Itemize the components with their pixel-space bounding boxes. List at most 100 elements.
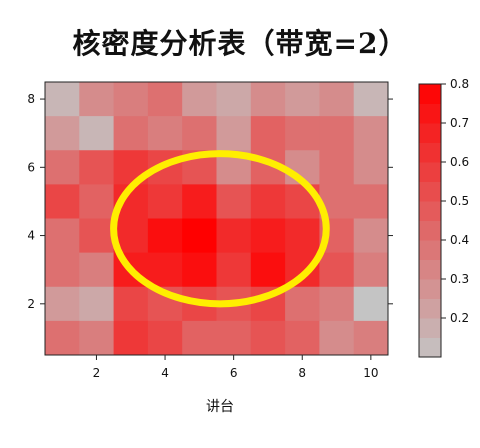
plot-frame — [44, 81, 389, 356]
heatmap-cells — [45, 82, 389, 356]
x-axis-label: 讲台 — [206, 399, 234, 415]
colorbar-swatch — [419, 298, 441, 319]
colorbar-swatch — [419, 201, 441, 221]
colorbar-swatch — [419, 240, 441, 260]
y-axis: 2 4 6 8 — [27, 92, 393, 311]
heatmap-cell — [319, 320, 355, 356]
heatmap-cell — [147, 82, 183, 117]
heatmap-cell — [353, 116, 389, 151]
heatmap-cell — [79, 184, 115, 219]
colorbar-swatch — [419, 318, 441, 338]
heatmap-cell — [250, 320, 286, 356]
heatmap-cell — [79, 150, 115, 185]
heatmap-cell — [353, 320, 389, 356]
heatmap-cell — [285, 82, 320, 117]
heatmap-cell — [353, 252, 389, 288]
heatmap-cell — [45, 82, 80, 117]
heatmap-cell — [45, 150, 80, 185]
heatmap-cell — [79, 320, 115, 356]
heatmap-cell — [182, 218, 217, 254]
colorbar-tick-label: 0.5 — [450, 194, 469, 208]
x-axis: 2 4 6 8 10 — [93, 355, 378, 380]
heatmap-cell — [285, 116, 320, 151]
heatmap-cell — [216, 252, 252, 288]
highlight-ellipse — [110, 150, 330, 308]
heatmap-cell — [250, 116, 286, 151]
heatmap-cell — [216, 320, 252, 356]
y-tick-label: 6 — [27, 160, 35, 174]
y-tick-label: 8 — [27, 92, 35, 106]
colorbar — [418, 83, 442, 358]
heatmap-cell — [147, 184, 183, 219]
heatmap-cell — [147, 320, 183, 356]
heatmap-cell — [45, 218, 80, 254]
heatmap-cell — [113, 320, 149, 356]
heatmap-cell — [113, 286, 149, 322]
y-tick-label: 2 — [27, 297, 35, 311]
heatmap-cell — [147, 116, 183, 151]
heatmap-cell — [113, 82, 149, 117]
colorbar-swatch — [419, 84, 441, 104]
heatmap-cell — [285, 286, 320, 322]
heatmap-cell — [353, 150, 389, 185]
heatmap-cell — [216, 82, 252, 117]
x-tick-label: 2 — [93, 366, 101, 380]
heatmap-cell — [79, 218, 115, 254]
heatmap-cell — [319, 116, 355, 151]
colorbar-swatch — [419, 103, 441, 124]
heatmap-cell — [250, 252, 286, 288]
x-tick-label: 10 — [363, 366, 378, 380]
colorbar-tick-label: 0.8 — [450, 77, 469, 91]
colorbar-swatch — [419, 337, 441, 358]
heatmap-cell — [182, 184, 217, 219]
heatmap-cell — [147, 252, 183, 288]
heatmap-cell — [182, 320, 217, 356]
heatmap-cell — [250, 218, 286, 254]
colorbar-swatch — [419, 279, 441, 299]
heatmap-cell — [353, 286, 389, 322]
heatmap-cell — [319, 286, 355, 322]
heatmap-cell — [45, 286, 80, 322]
heatmap-cell — [79, 286, 115, 322]
colorbar-swatch — [419, 123, 441, 143]
heatmap-cell — [182, 116, 217, 151]
colorbar-swatch — [419, 162, 441, 182]
x-tick-label: 6 — [230, 366, 238, 380]
heatmap-cell — [216, 218, 252, 254]
heatmap-cell — [113, 116, 149, 151]
heatmap-cell — [45, 184, 80, 219]
x-tick-label: 4 — [161, 366, 169, 380]
heatmap-cell — [319, 150, 355, 185]
heatmap-cell — [250, 184, 286, 219]
colorbar-axis: 0.2 0.3 0.4 0.5 0.6 0.7 0.8 — [441, 77, 469, 325]
heatmap-cell — [353, 218, 389, 254]
heatmap-cell — [147, 218, 183, 254]
colorbar-tick-label: 0.6 — [450, 155, 469, 169]
heatmap-cell — [353, 184, 389, 219]
heatmap-cell — [353, 82, 389, 117]
heatmap-cell — [285, 320, 320, 356]
heatmap-cell — [182, 252, 217, 288]
heatmap-cell — [79, 252, 115, 288]
heatmap-cell — [45, 252, 80, 288]
heatmap-cell — [79, 82, 115, 117]
colorbar-swatch — [419, 181, 441, 202]
heatmap-cell — [319, 252, 355, 288]
heatmap-cell — [182, 82, 217, 117]
colorbar-tick-label: 0.3 — [450, 272, 469, 286]
colorbar-swatch — [419, 220, 441, 241]
chart-title: 核密度分析表（带宽=2） — [72, 27, 408, 60]
colorbar-tick-label: 0.7 — [450, 116, 469, 130]
heatmap-cell — [45, 116, 80, 151]
colorbar-swatch — [419, 259, 441, 280]
heatmap-cell — [319, 82, 355, 117]
heatmap-cell — [79, 116, 115, 151]
colorbar-tick-label: 0.4 — [450, 233, 469, 247]
heatmap-cell — [285, 218, 320, 254]
heatmap-cell — [250, 82, 286, 117]
colorbar-frame — [418, 83, 442, 358]
y-tick-label: 4 — [27, 229, 35, 243]
colorbar-swatch — [419, 142, 441, 163]
heatmap-cell — [45, 320, 80, 356]
